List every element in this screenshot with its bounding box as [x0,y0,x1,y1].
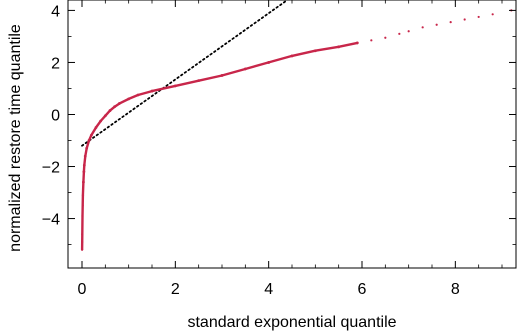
data-point [117,102,121,105]
data-point [83,154,87,158]
data-point [337,45,341,49]
data-point [384,36,387,39]
data-point [477,15,480,19]
data-point [127,97,131,101]
data-point [370,39,373,42]
data-point [80,248,84,251]
data-point [81,204,84,207]
x-tick-label: 4 [264,281,273,298]
data-point [108,109,112,112]
x-axis-label: standard exponential quantile [187,314,396,331]
data-point [99,119,103,123]
data-point [82,170,86,174]
data-point [81,240,84,244]
data-point [81,194,85,197]
data-point [94,126,98,129]
data-point [243,67,247,71]
y-tick-label: 0 [51,107,60,124]
data-point [421,26,424,29]
data-point [435,23,438,26]
data-point [197,79,201,83]
data-point [407,30,410,33]
x-tick-label: 8 [451,281,460,298]
plot-frame [67,0,517,269]
axis-ticks: 0 2 4 6 8 4 2 0 −2 −4 [42,0,516,298]
data-point [87,139,91,142]
y-tick-label: −2 [42,160,60,177]
data-point [267,61,271,64]
x-tick-label: 2 [171,281,180,298]
data-point [89,133,93,137]
x-tick-label: 6 [358,281,367,298]
data-point [82,180,85,184]
data-point [290,54,294,58]
data-point [113,105,117,109]
data-point [173,84,177,88]
data-point [491,13,494,16]
data-point [449,21,452,24]
data-point [82,163,86,167]
data-point [220,74,224,77]
data-point [398,32,401,35]
data-point [81,214,84,218]
data-point [355,41,359,45]
data-point [313,49,317,53]
x-tick-label: 0 [78,281,87,298]
y-tick-label: 2 [51,55,60,72]
plot-area [80,0,513,251]
data-point [81,233,84,236]
data-point [136,93,140,97]
y-tick-label: 4 [51,3,60,20]
data-point [85,146,89,150]
y-tick-label: −4 [42,212,60,229]
data-point [463,18,466,21]
data-point [150,89,154,93]
y-axis-label: normalized restore time quantile [7,24,24,252]
data-point [103,114,107,118]
reference-line [81,0,289,147]
quantile-curve [80,41,358,250]
